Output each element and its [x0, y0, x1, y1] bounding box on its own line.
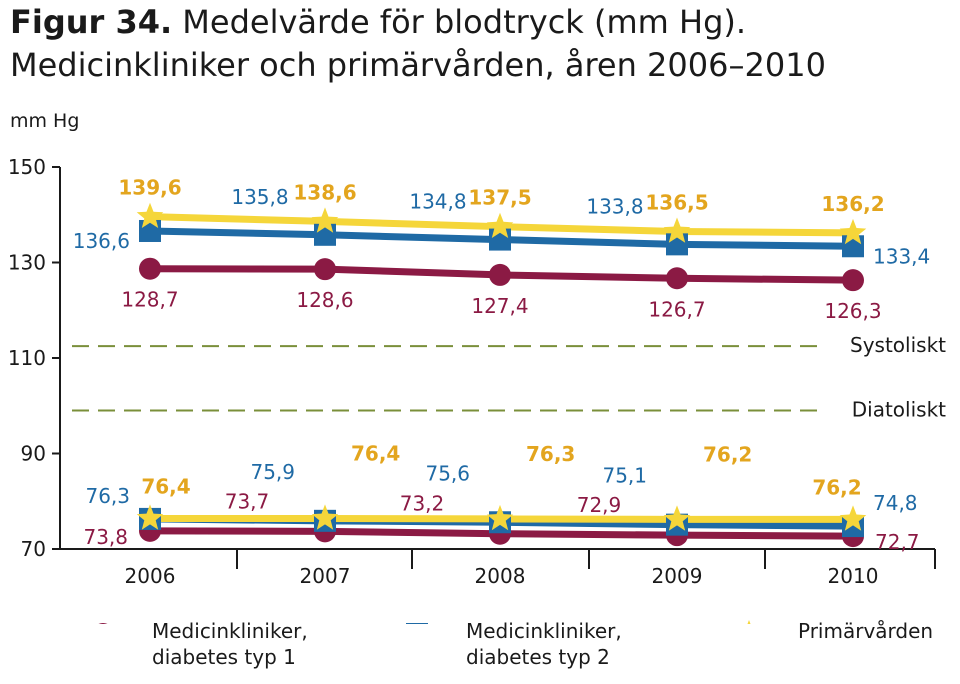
chart-axes: 70 90 110 130 150 2006 2007 2008 2009 2010 — [8, 155, 936, 588]
data-point-star — [663, 505, 691, 531]
data-label: 72,9 — [577, 493, 622, 517]
y-tick-label: 90 — [21, 442, 46, 466]
x-tick-label: 2006 — [125, 564, 176, 588]
legend-item-typ2: Medicinkliniker, diabetes typ 2 — [384, 618, 622, 670]
data-label: 134,8 — [409, 190, 466, 214]
title-text: Medelvärde för blodtryck (mm Hg). — [172, 3, 747, 41]
data-point-circle — [842, 269, 864, 292]
data-label: 75,6 — [425, 461, 470, 485]
legend-marker-circle — [98, 623, 108, 624]
data-point-star — [663, 217, 691, 243]
data-label: 75,9 — [250, 460, 295, 484]
data-label: 74,8 — [873, 491, 918, 515]
reference-lines: Systoliskt Diatoliskt — [72, 333, 946, 422]
legend-item-primarvarden: Primärvården — [716, 618, 933, 644]
y-tick-label: 130 — [8, 251, 46, 275]
data-label: 136,6 — [73, 229, 130, 253]
chart-legend: Medicinkliniker, diabetes typ 1 Medicink… — [0, 618, 960, 684]
data-label: 76,3 — [85, 484, 130, 508]
y-tick-label: 110 — [8, 346, 46, 370]
y-axis-unit-label: mm Hg — [10, 110, 80, 132]
y-tick-label: 150 — [8, 155, 46, 179]
data-label: 73,8 — [83, 525, 128, 549]
data-label: 76,2 — [812, 475, 861, 499]
data-point-star — [839, 505, 867, 531]
data-label: 128,6 — [296, 288, 353, 312]
data-label: 136,5 — [645, 190, 708, 214]
data-label: 73,7 — [225, 489, 270, 513]
data-label: 133,4 — [873, 244, 930, 268]
legend-marker-square — [406, 623, 428, 624]
x-tick-label: 2007 — [300, 564, 351, 588]
data-point-star — [486, 504, 514, 531]
chart-title: Figur 34. Medelvärde för blodtryck (mm H… — [10, 2, 746, 42]
data-label: 136,2 — [821, 192, 884, 216]
data-point-star — [311, 504, 339, 530]
data-label: 76,2 — [703, 442, 752, 466]
data-label: 76,3 — [526, 442, 575, 466]
title-figure-number: Figur 34. — [10, 3, 173, 41]
chart-series — [136, 202, 867, 548]
data-point-square — [139, 219, 161, 242]
data-label: 127,4 — [471, 294, 528, 318]
chart-subtitle: Medicinkliniker och primärvården, åren 2… — [10, 46, 826, 84]
legend-marker-star — [747, 620, 751, 624]
data-label: 139,6 — [118, 176, 181, 200]
x-tick-label: 2010 — [828, 564, 879, 588]
data-point-star — [486, 212, 514, 238]
reference-line-label: Systoliskt — [850, 333, 946, 357]
legend-label: Medicinkliniker, diabetes typ 2 — [466, 619, 622, 669]
data-labels: 128,7 128,6 127,4 126,7 126,3 136,6 135,8 134,8… — [73, 176, 931, 554]
legend-label: Primärvården — [798, 619, 934, 643]
data-label: 72,7 — [875, 530, 920, 554]
reference-line-label: Diatoliskt — [852, 398, 946, 422]
data-label: 133,8 — [586, 194, 643, 218]
data-label: 135,8 — [231, 185, 288, 209]
y-tick-label: 70 — [21, 537, 46, 561]
data-label: 126,7 — [648, 297, 705, 321]
data-label: 126,3 — [824, 299, 881, 323]
data-point-circle — [489, 263, 511, 286]
data-point-star — [136, 202, 164, 228]
legend-label: Medicinkliniker, diabetes typ 1 — [152, 619, 308, 669]
data-point-star — [311, 207, 339, 233]
data-label: 73,2 — [400, 492, 445, 516]
data-label: 138,6 — [293, 180, 356, 204]
data-point-star — [839, 218, 867, 245]
data-point-circle — [314, 258, 336, 281]
legend-item-typ1: Medicinkliniker, diabetes typ 1 — [70, 618, 308, 670]
data-label: 128,7 — [121, 288, 178, 312]
data-label: 76,4 — [141, 474, 190, 498]
data-point-star — [136, 504, 164, 530]
x-tick-label: 2008 — [475, 564, 526, 588]
data-point-circle — [139, 257, 161, 280]
x-tick-label: 2009 — [652, 564, 703, 588]
data-label: 137,5 — [468, 186, 531, 210]
data-point-circle — [666, 267, 688, 290]
data-label: 76,4 — [351, 441, 400, 465]
data-label: 75,1 — [602, 464, 647, 488]
